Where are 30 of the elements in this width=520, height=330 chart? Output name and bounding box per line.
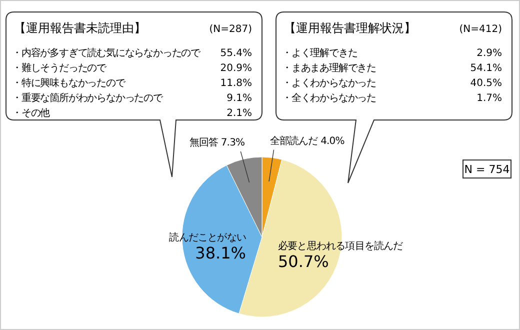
text: 2.1%: [226, 108, 252, 119]
text: (N=412): [459, 24, 502, 35]
text: (N=287): [209, 24, 252, 35]
text: 【運用報告書理解状況】: [284, 21, 416, 35]
text: ・重要な箇所がわからなかったので: [12, 92, 164, 104]
text: ・その他: [12, 107, 50, 119]
slice-label: 無回答: [189, 137, 218, 148]
text: 55.4%: [220, 48, 252, 59]
text: 2.9%: [476, 48, 502, 59]
text: 54.1%: [470, 63, 502, 74]
text: ・難しそうだったので: [12, 62, 108, 74]
text: ・内容が多すぎて読む気にならなかったので: [12, 47, 202, 59]
data-label: 4.0%: [320, 136, 344, 147]
text: N = 754: [464, 163, 510, 176]
data-label: 38.1%: [195, 244, 246, 263]
text: 【運用報告書未読理由】: [14, 21, 146, 35]
data-label: 50.7%: [278, 252, 329, 271]
text: ・特に興味もなかったので: [12, 77, 126, 89]
data-label: 7.3%: [220, 137, 245, 148]
slice-label: 必要と思われる項目を読んだ: [278, 240, 404, 252]
text: 20.9%: [220, 63, 252, 74]
text: 40.5%: [470, 78, 502, 89]
text: ・全くわからなかった: [282, 92, 377, 104]
text: 9.1%: [226, 93, 252, 104]
text: ・よくわからなかった: [282, 78, 377, 89]
text: 11.8%: [220, 78, 252, 89]
text: ・よく理解できた: [282, 48, 358, 59]
text: ・まあまあ理解できた: [282, 63, 377, 74]
slice-label: 全部読んだ: [270, 136, 318, 147]
text: 1.7%: [476, 93, 502, 104]
